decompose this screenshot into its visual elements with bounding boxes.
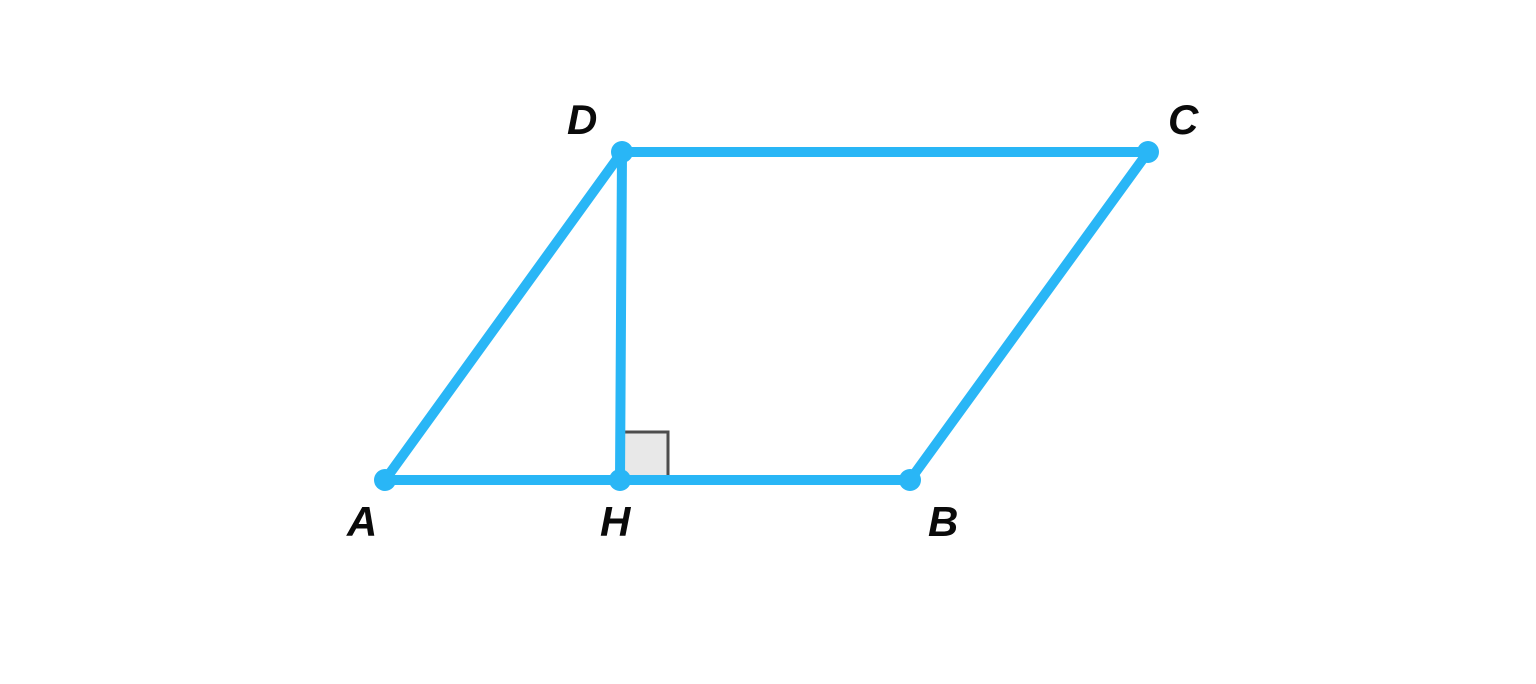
vertex-D [611, 141, 633, 163]
geometry-diagram: A H B D C [0, 0, 1536, 684]
edge-DA [385, 152, 622, 480]
vertex-B [899, 469, 921, 491]
label-B: B [928, 498, 958, 545]
label-H: H [600, 498, 632, 545]
vertex-C [1137, 141, 1159, 163]
label-A: A [346, 498, 377, 545]
label-C: C [1168, 96, 1199, 143]
edge-DH [620, 152, 622, 480]
vertex-A [374, 469, 396, 491]
label-D: D [567, 96, 597, 143]
edge-BC [910, 152, 1148, 480]
vertex-H [609, 469, 631, 491]
